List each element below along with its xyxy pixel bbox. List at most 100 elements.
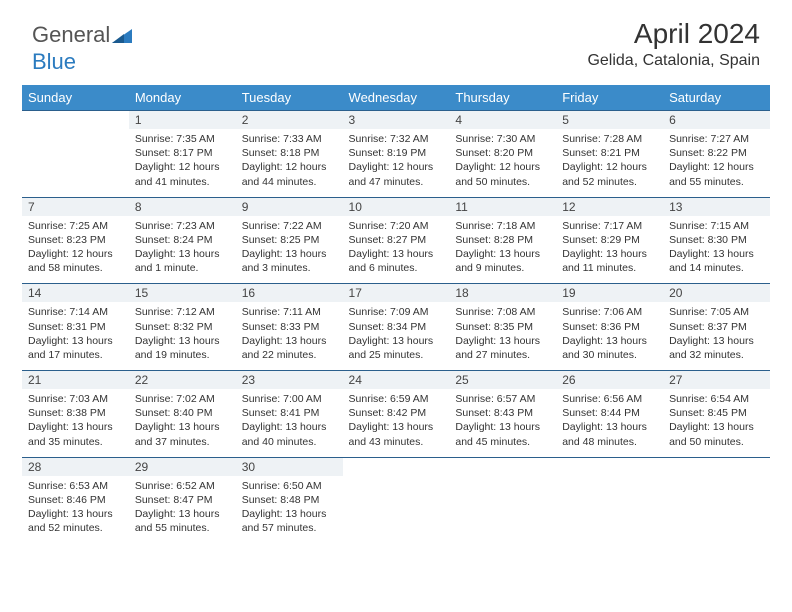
sunset-line: Sunset: 8:19 PM <box>349 146 444 160</box>
day-number-cell: 8 <box>129 197 236 216</box>
daylight-line: Daylight: 13 hours and 52 minutes. <box>28 507 123 535</box>
day-content-cell: Sunrise: 6:56 AMSunset: 8:44 PMDaylight:… <box>556 389 663 457</box>
location: Gelida, Catalonia, Spain <box>587 52 760 70</box>
day-content-cell: Sunrise: 6:54 AMSunset: 8:45 PMDaylight:… <box>663 389 770 457</box>
sunrise-line: Sunrise: 7:20 AM <box>349 219 444 233</box>
day-number-row: 78910111213 <box>22 197 770 216</box>
day-number-cell: 28 <box>22 457 129 476</box>
day-number-cell: 2 <box>236 111 343 130</box>
day-content-cell: Sunrise: 7:12 AMSunset: 8:32 PMDaylight:… <box>129 302 236 370</box>
day-number-cell: 22 <box>129 371 236 390</box>
day-content-cell: Sunrise: 7:02 AMSunset: 8:40 PMDaylight:… <box>129 389 236 457</box>
day-content-cell <box>343 476 450 544</box>
sunset-line: Sunset: 8:30 PM <box>669 233 764 247</box>
daylight-line: Daylight: 12 hours and 44 minutes. <box>242 160 337 188</box>
day-number-cell: 4 <box>449 111 556 130</box>
sunrise-line: Sunrise: 7:08 AM <box>455 305 550 319</box>
day-content-cell <box>556 476 663 544</box>
sunrise-line: Sunrise: 7:03 AM <box>28 392 123 406</box>
daylight-line: Daylight: 13 hours and 9 minutes. <box>455 247 550 275</box>
day-content-cell: Sunrise: 7:27 AMSunset: 8:22 PMDaylight:… <box>663 129 770 197</box>
day-content-row: Sunrise: 7:14 AMSunset: 8:31 PMDaylight:… <box>22 302 770 370</box>
day-content-row: Sunrise: 7:35 AMSunset: 8:17 PMDaylight:… <box>22 129 770 197</box>
sunrise-line: Sunrise: 6:52 AM <box>135 479 230 493</box>
sunset-line: Sunset: 8:46 PM <box>28 493 123 507</box>
sunset-line: Sunset: 8:24 PM <box>135 233 230 247</box>
day-content-cell: Sunrise: 7:25 AMSunset: 8:23 PMDaylight:… <box>22 216 129 284</box>
day-content-cell <box>22 129 129 197</box>
sunrise-line: Sunrise: 7:25 AM <box>28 219 123 233</box>
sunrise-line: Sunrise: 6:59 AM <box>349 392 444 406</box>
daylight-line: Daylight: 13 hours and 57 minutes. <box>242 507 337 535</box>
daylight-line: Daylight: 13 hours and 27 minutes. <box>455 334 550 362</box>
day-content-cell: Sunrise: 7:30 AMSunset: 8:20 PMDaylight:… <box>449 129 556 197</box>
day-number-cell: 7 <box>22 197 129 216</box>
calendar-table: SundayMondayTuesdayWednesdayThursdayFrid… <box>22 85 770 543</box>
day-content-cell: Sunrise: 7:23 AMSunset: 8:24 PMDaylight:… <box>129 216 236 284</box>
day-number-cell: 9 <box>236 197 343 216</box>
sunset-line: Sunset: 8:48 PM <box>242 493 337 507</box>
sunrise-line: Sunrise: 7:23 AM <box>135 219 230 233</box>
header-right: April 2024 Gelida, Catalonia, Spain <box>587 18 760 70</box>
daylight-line: Daylight: 13 hours and 11 minutes. <box>562 247 657 275</box>
logo-text-2: Blue <box>32 49 76 74</box>
daylight-line: Daylight: 12 hours and 50 minutes. <box>455 160 550 188</box>
daylight-line: Daylight: 13 hours and 30 minutes. <box>562 334 657 362</box>
daylight-line: Daylight: 13 hours and 25 minutes. <box>349 334 444 362</box>
sunset-line: Sunset: 8:40 PM <box>135 406 230 420</box>
day-content-cell: Sunrise: 7:15 AMSunset: 8:30 PMDaylight:… <box>663 216 770 284</box>
sunrise-line: Sunrise: 7:28 AM <box>562 132 657 146</box>
sunrise-line: Sunrise: 7:18 AM <box>455 219 550 233</box>
day-number-row: 282930 <box>22 457 770 476</box>
day-content-cell: Sunrise: 7:17 AMSunset: 8:29 PMDaylight:… <box>556 216 663 284</box>
sunrise-line: Sunrise: 7:12 AM <box>135 305 230 319</box>
day-number-cell: 18 <box>449 284 556 303</box>
day-number-row: 21222324252627 <box>22 371 770 390</box>
day-number-cell: 25 <box>449 371 556 390</box>
sunrise-line: Sunrise: 6:50 AM <box>242 479 337 493</box>
day-number-cell: 27 <box>663 371 770 390</box>
sunset-line: Sunset: 8:42 PM <box>349 406 444 420</box>
day-content-row: Sunrise: 7:03 AMSunset: 8:38 PMDaylight:… <box>22 389 770 457</box>
daylight-line: Daylight: 13 hours and 40 minutes. <box>242 420 337 448</box>
day-content-cell: Sunrise: 7:05 AMSunset: 8:37 PMDaylight:… <box>663 302 770 370</box>
sunset-line: Sunset: 8:29 PM <box>562 233 657 247</box>
sunrise-line: Sunrise: 6:56 AM <box>562 392 657 406</box>
day-number-cell: 5 <box>556 111 663 130</box>
sunrise-line: Sunrise: 7:15 AM <box>669 219 764 233</box>
day-content-cell: Sunrise: 7:09 AMSunset: 8:34 PMDaylight:… <box>343 302 450 370</box>
month-title: April 2024 <box>587 18 760 50</box>
day-content-cell: Sunrise: 7:08 AMSunset: 8:35 PMDaylight:… <box>449 302 556 370</box>
sunset-line: Sunset: 8:20 PM <box>455 146 550 160</box>
sunrise-line: Sunrise: 7:35 AM <box>135 132 230 146</box>
day-number-cell <box>449 457 556 476</box>
day-number-cell: 14 <box>22 284 129 303</box>
sunrise-line: Sunrise: 7:14 AM <box>28 305 123 319</box>
daylight-line: Daylight: 13 hours and 1 minute. <box>135 247 230 275</box>
day-number-cell: 30 <box>236 457 343 476</box>
sunrise-line: Sunrise: 7:30 AM <box>455 132 550 146</box>
day-content-cell: Sunrise: 7:33 AMSunset: 8:18 PMDaylight:… <box>236 129 343 197</box>
sunset-line: Sunset: 8:45 PM <box>669 406 764 420</box>
sunrise-line: Sunrise: 7:17 AM <box>562 219 657 233</box>
sunset-line: Sunset: 8:47 PM <box>135 493 230 507</box>
day-header: Monday <box>129 85 236 111</box>
day-header: Friday <box>556 85 663 111</box>
sunrise-line: Sunrise: 6:54 AM <box>669 392 764 406</box>
sunrise-line: Sunrise: 7:32 AM <box>349 132 444 146</box>
day-content-row: Sunrise: 6:53 AMSunset: 8:46 PMDaylight:… <box>22 476 770 544</box>
sunrise-line: Sunrise: 7:09 AM <box>349 305 444 319</box>
day-number-cell: 13 <box>663 197 770 216</box>
day-number-cell: 15 <box>129 284 236 303</box>
daylight-line: Daylight: 13 hours and 55 minutes. <box>135 507 230 535</box>
day-number-cell: 6 <box>663 111 770 130</box>
day-content-cell: Sunrise: 6:59 AMSunset: 8:42 PMDaylight:… <box>343 389 450 457</box>
day-content-cell <box>663 476 770 544</box>
day-number-row: 14151617181920 <box>22 284 770 303</box>
day-content-cell: Sunrise: 6:53 AMSunset: 8:46 PMDaylight:… <box>22 476 129 544</box>
daylight-line: Daylight: 12 hours and 58 minutes. <box>28 247 123 275</box>
sunset-line: Sunset: 8:41 PM <box>242 406 337 420</box>
day-header-row: SundayMondayTuesdayWednesdayThursdayFrid… <box>22 85 770 111</box>
day-content-cell: Sunrise: 7:22 AMSunset: 8:25 PMDaylight:… <box>236 216 343 284</box>
sunrise-line: Sunrise: 7:00 AM <box>242 392 337 406</box>
